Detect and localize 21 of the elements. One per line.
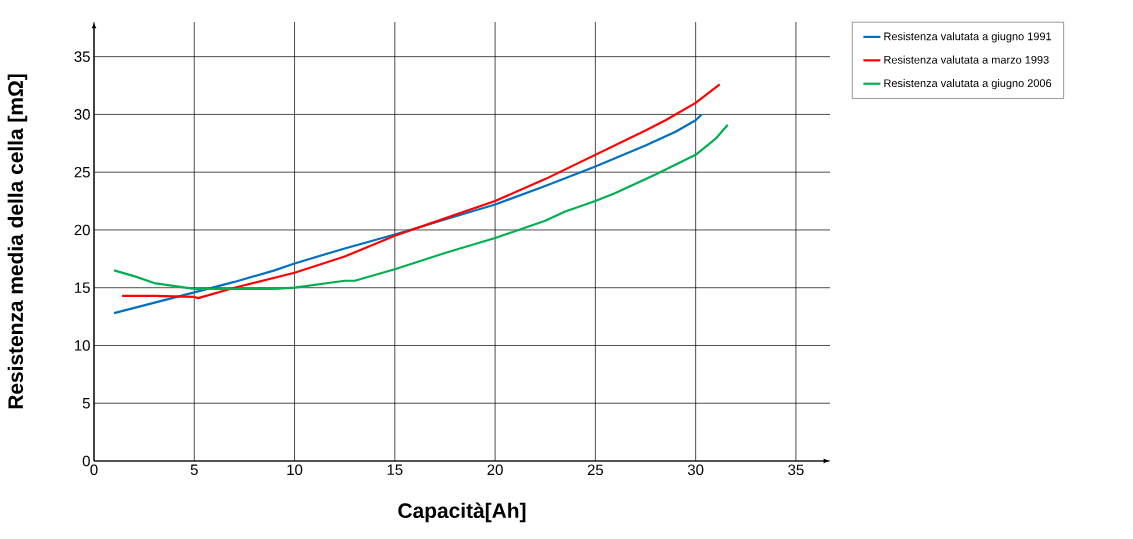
- y-tick-label: 10: [75, 340, 90, 351]
- y-tick-label: 5: [82, 398, 90, 409]
- legend-label: Resistenza valutata a marzo 1993: [884, 55, 1049, 64]
- x-tick-label: 0: [90, 464, 98, 476]
- y-tick-label: 35: [74, 51, 90, 62]
- y-tick-label: 25: [74, 166, 90, 178]
- x-axis-title: Capacità[Ah]: [398, 502, 526, 523]
- x-tick-label: 10: [287, 464, 303, 476]
- y-tick-label: 20: [74, 224, 90, 236]
- x-tick-label: 20: [487, 464, 503, 476]
- x-tick-label: 30: [687, 464, 704, 476]
- y-axis-title: Resistenza media della cella [mΩ]: [7, 74, 28, 409]
- x-tick-label: 35: [788, 464, 804, 476]
- y-tick-label: 15: [75, 282, 90, 293]
- x-tick-label: 5: [190, 464, 198, 475]
- x-tick-label: 15: [387, 464, 403, 475]
- legend-label: Resistenza valutata a giugno 2006: [884, 79, 1052, 90]
- y-tick-label: 0: [82, 455, 90, 467]
- x-tick-label: 25: [587, 464, 604, 476]
- legend-label: Resistenza valutata a giugno 1991: [884, 32, 1052, 43]
- y-tick-label: 30: [74, 109, 90, 120]
